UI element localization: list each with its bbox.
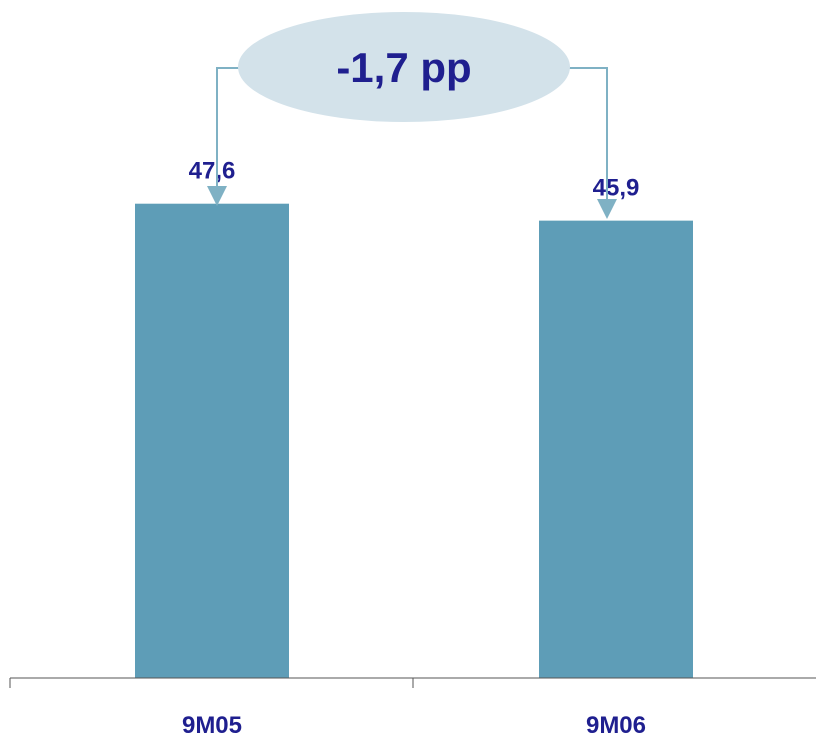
delta-annotation: -1,7 pp (207, 12, 617, 219)
bar-9m05 (135, 203, 289, 678)
delta-ellipse (238, 12, 570, 122)
right-connector (567, 67, 608, 199)
x-tick-label: 9M05 (182, 712, 242, 739)
bars (135, 203, 693, 678)
value-labels: 47,6 45,9 (189, 158, 640, 202)
x-tick-label: 9M06 (586, 712, 646, 739)
right-arrowhead-icon (597, 199, 617, 219)
left-connector (216, 67, 240, 186)
delta-label: -1,7 pp (336, 44, 471, 91)
value-label: 47,6 (189, 158, 236, 185)
bar-9m06 (539, 220, 693, 678)
x-tick-labels: 9M05 9M06 (182, 712, 646, 739)
value-label: 45,9 (593, 175, 640, 202)
left-arrowhead-icon (207, 186, 227, 206)
